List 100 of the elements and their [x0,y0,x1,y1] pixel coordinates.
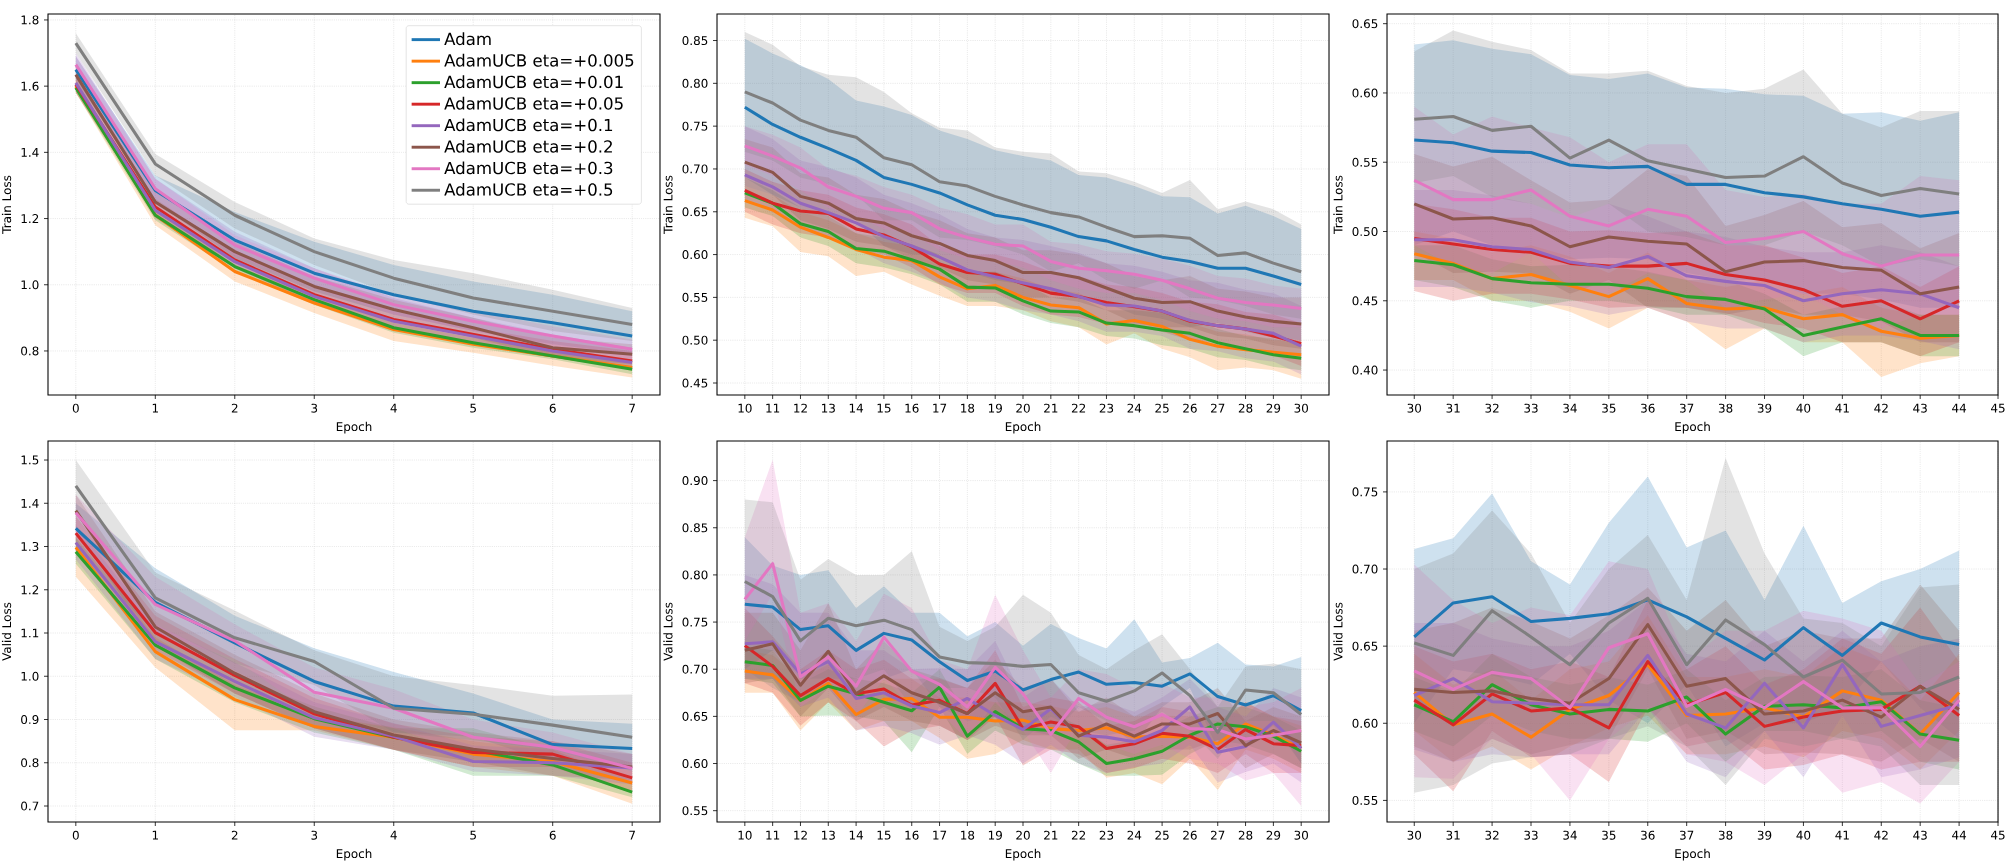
x-tick-label: 3 [311,403,318,413]
x-tick-label: 14 [849,403,864,413]
x-tick-label: 37 [1679,830,1694,840]
x-axis-title: Epoch [336,848,372,861]
y-tick-label: 0.55 [1352,795,1378,805]
x-tick-label: 1 [152,830,158,840]
x-tick-label: 34 [1563,830,1577,840]
x-tick-label: 31 [1446,403,1460,413]
legend-label: AdamUCB eta=+0.01 [444,75,623,89]
y-tick-label: 1.1 [21,628,39,638]
legend-label: Adam [444,32,491,46]
x-tick-label: 1 [152,403,158,413]
y-tick-label: 0.60 [1352,88,1378,98]
y-tick-label: 0.90 [682,476,708,486]
x-tick-label: 16 [905,830,919,840]
y-tick-label: 1.0 [21,280,39,290]
x-tick-label: 17 [933,830,947,840]
x-tick-label: 2 [231,830,238,840]
x-tick-label: 42 [1874,403,1888,413]
x-tick-label: 36 [1641,830,1655,840]
y-tick-label: 1.0 [21,671,39,681]
y-tick-label: 0.40 [1352,365,1378,375]
legend-label: AdamUCB eta=+0.5 [444,182,613,196]
y-tick-label: 1.2 [21,585,39,595]
x-tick-label: 41 [1835,830,1849,840]
x-tick-label: 31 [1446,830,1460,840]
x-tick-label: 38 [1718,403,1733,413]
x-tick-label: 19 [988,403,1002,413]
x-tick-label: 21 [1044,830,1058,840]
y-tick-label: 1.4 [21,148,39,157]
x-tick-label: 29 [1266,830,1281,840]
x-tick-label: 7 [629,830,635,840]
y-tick-label: 0.70 [1352,564,1378,574]
x-tick-label: 43 [1913,830,1927,840]
x-tick-label: 35 [1602,403,1616,413]
y-tick-label: 0.80 [682,570,708,580]
legend-label: AdamUCB eta=+0.2 [444,139,612,153]
x-tick-label: 2 [231,403,238,413]
x-tick-label: 25 [1155,830,1169,840]
legend-label: AdamUCB eta=+0.05 [444,96,623,110]
y-tick-label: 0.65 [682,711,708,721]
x-tick-label: 27 [1211,403,1225,413]
x-tick-label: 33 [1524,830,1538,840]
x-tick-label: 5 [470,403,476,413]
x-tick-label: 0 [72,830,79,840]
x-tick-label: 13 [821,403,835,413]
y-tick-label: 0.7 [21,801,39,811]
x-tick-label: 45 [1991,403,2005,413]
x-tick-label: 44 [1952,403,1967,413]
x-axis-title: Epoch [1675,848,1710,861]
y-tick-label: 0.45 [1352,296,1378,306]
x-tick-label: 22 [1071,403,1086,413]
x-tick-label: 26 [1183,830,1197,840]
x-tick-label: 6 [549,403,556,413]
y-tick-label: 0.55 [682,292,708,302]
y-tick-label: 0.85 [682,36,708,46]
x-tick-label: 39 [1757,403,1772,413]
x-tick-label: 25 [1155,403,1169,413]
x-tick-label: 32 [1485,830,1499,840]
x-axis-title: Epoch [336,421,372,434]
y-axis-title: Valid Loss [1,602,12,661]
x-tick-label: 23 [1099,830,1114,840]
x-tick-label: 41 [1835,403,1849,413]
x-tick-label: 30 [1294,403,1308,413]
y-tick-label: 0.45 [682,378,708,388]
x-tick-label: 45 [1991,830,2005,840]
y-tick-label: 1.4 [21,498,39,508]
y-tick-label: 1.3 [21,542,39,552]
x-tick-label: 16 [905,403,919,413]
x-tick-label: 39 [1757,830,1772,840]
x-tick-label: 12 [794,403,807,413]
x-tick-label: 15 [877,403,891,413]
y-axis-title: Train Loss [1,175,12,234]
y-axis-title: Train Loss [1333,175,1343,234]
x-tick-label: 10 [738,830,752,840]
x-axis-title: Epoch [1005,421,1041,434]
y-tick-label: 1.2 [21,214,39,223]
x-tick-label: 3 [311,830,318,840]
x-tick-label: 44 [1952,830,1967,840]
x-tick-label: 30 [1407,403,1422,413]
x-tick-label: 18 [961,830,975,840]
y-tick-label: 0.60 [682,759,708,769]
x-tick-label: 20 [1016,830,1030,840]
x-tick-label: 0 [72,403,79,413]
y-tick-label: 0.75 [682,617,708,627]
y-tick-label: 1.6 [21,81,39,91]
y-tick-label: 0.70 [682,664,708,674]
y-tick-label: 0.65 [682,207,708,217]
x-tick-label: 28 [1238,830,1253,840]
x-tick-label: 35 [1602,830,1616,840]
x-tick-label: 40 [1796,830,1811,840]
legend-label: AdamUCB eta=+0.1 [444,118,613,132]
x-tick-label: 26 [1183,403,1197,413]
y-tick-label: 1.5 [21,455,39,465]
x-tick-label: 4 [390,403,397,413]
y-tick-label: 0.55 [682,806,708,816]
y-tick-label: 0.55 [1352,157,1378,167]
legend-label: AdamUCB eta=+0.005 [444,53,634,67]
x-tick-label: 27 [1211,830,1225,840]
x-tick-label: 18 [961,403,975,413]
